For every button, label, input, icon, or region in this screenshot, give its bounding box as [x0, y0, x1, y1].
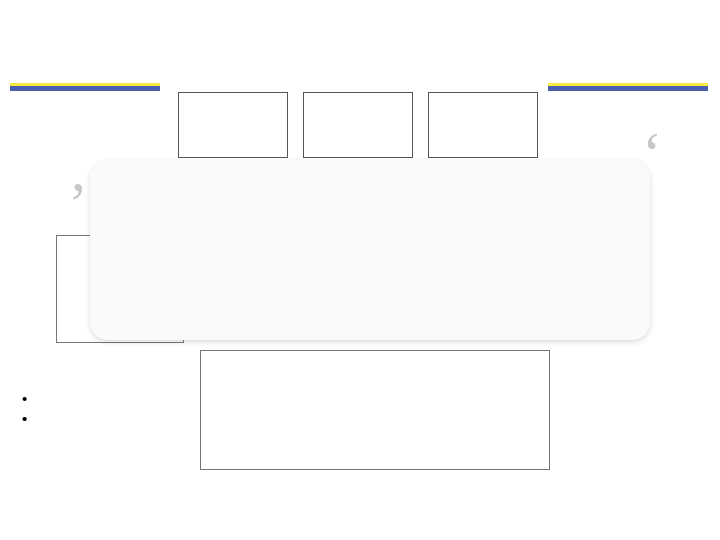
- brain-panel-bottom: [200, 350, 550, 470]
- open-quote-icon: ‚: [68, 140, 88, 200]
- heatmap-cluster-8: [178, 92, 288, 158]
- callout-box: [90, 160, 650, 340]
- bullet-hypoconnectivity: [22, 390, 36, 410]
- bullet-list: [22, 390, 36, 410]
- heatmap-cluster-24: [428, 92, 538, 158]
- heatmap-cluster-19: [303, 92, 413, 158]
- brain-network-icon: [201, 351, 551, 471]
- divider-left: [10, 83, 160, 97]
- divider-right: [548, 83, 708, 97]
- slide-title: [0, 0, 720, 43]
